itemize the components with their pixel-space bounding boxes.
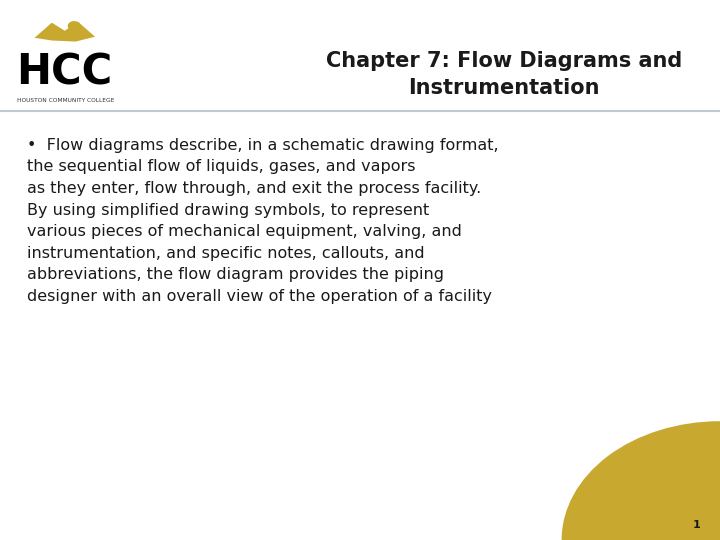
Text: •  Flow diagrams describe, in a schematic drawing format,
the sequential flow of: • Flow diagrams describe, in a schematic… — [27, 138, 499, 304]
Wedge shape — [562, 421, 720, 540]
Polygon shape — [35, 22, 95, 42]
Circle shape — [68, 21, 81, 31]
Text: HOUSTON COMMUNITY COLLEGE: HOUSTON COMMUNITY COLLEGE — [17, 98, 114, 103]
Text: HCC: HCC — [16, 51, 112, 93]
Text: Chapter 7: Flow Diagrams and
Instrumentation: Chapter 7: Flow Diagrams and Instrumenta… — [326, 51, 682, 98]
Text: 1: 1 — [693, 520, 701, 530]
